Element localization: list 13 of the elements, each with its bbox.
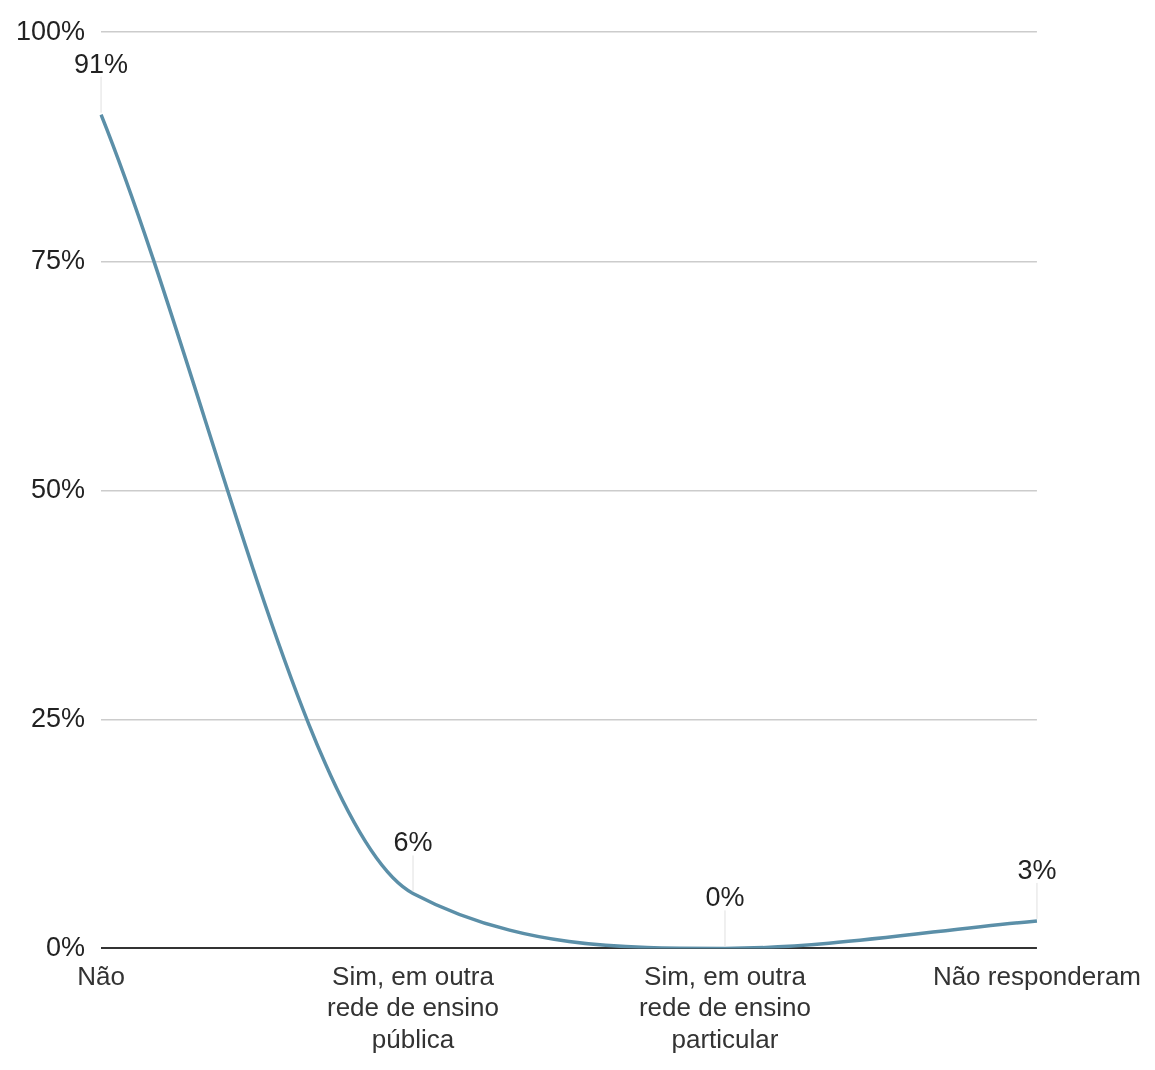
x-tick-label: Não	[77, 961, 125, 992]
y-tick-label: 0%	[46, 931, 86, 962]
y-tick-label: 50%	[31, 473, 86, 504]
x-tick-label: Sim, em outra rede de ensino particular	[638, 961, 811, 1054]
y-tick-label: 25%	[31, 702, 86, 733]
data-label: 0%	[705, 882, 745, 913]
x-tick-label: Não responderam	[932, 961, 1142, 992]
y-tick-label: 75%	[31, 244, 86, 275]
data-label: 3%	[1017, 854, 1057, 885]
x-tick-label: Sim, em outra rede de ensino pública	[327, 961, 500, 1054]
data-label: 6%	[393, 827, 433, 858]
data-label: 91%	[74, 48, 129, 79]
y-tick-label: 100%	[15, 15, 86, 46]
